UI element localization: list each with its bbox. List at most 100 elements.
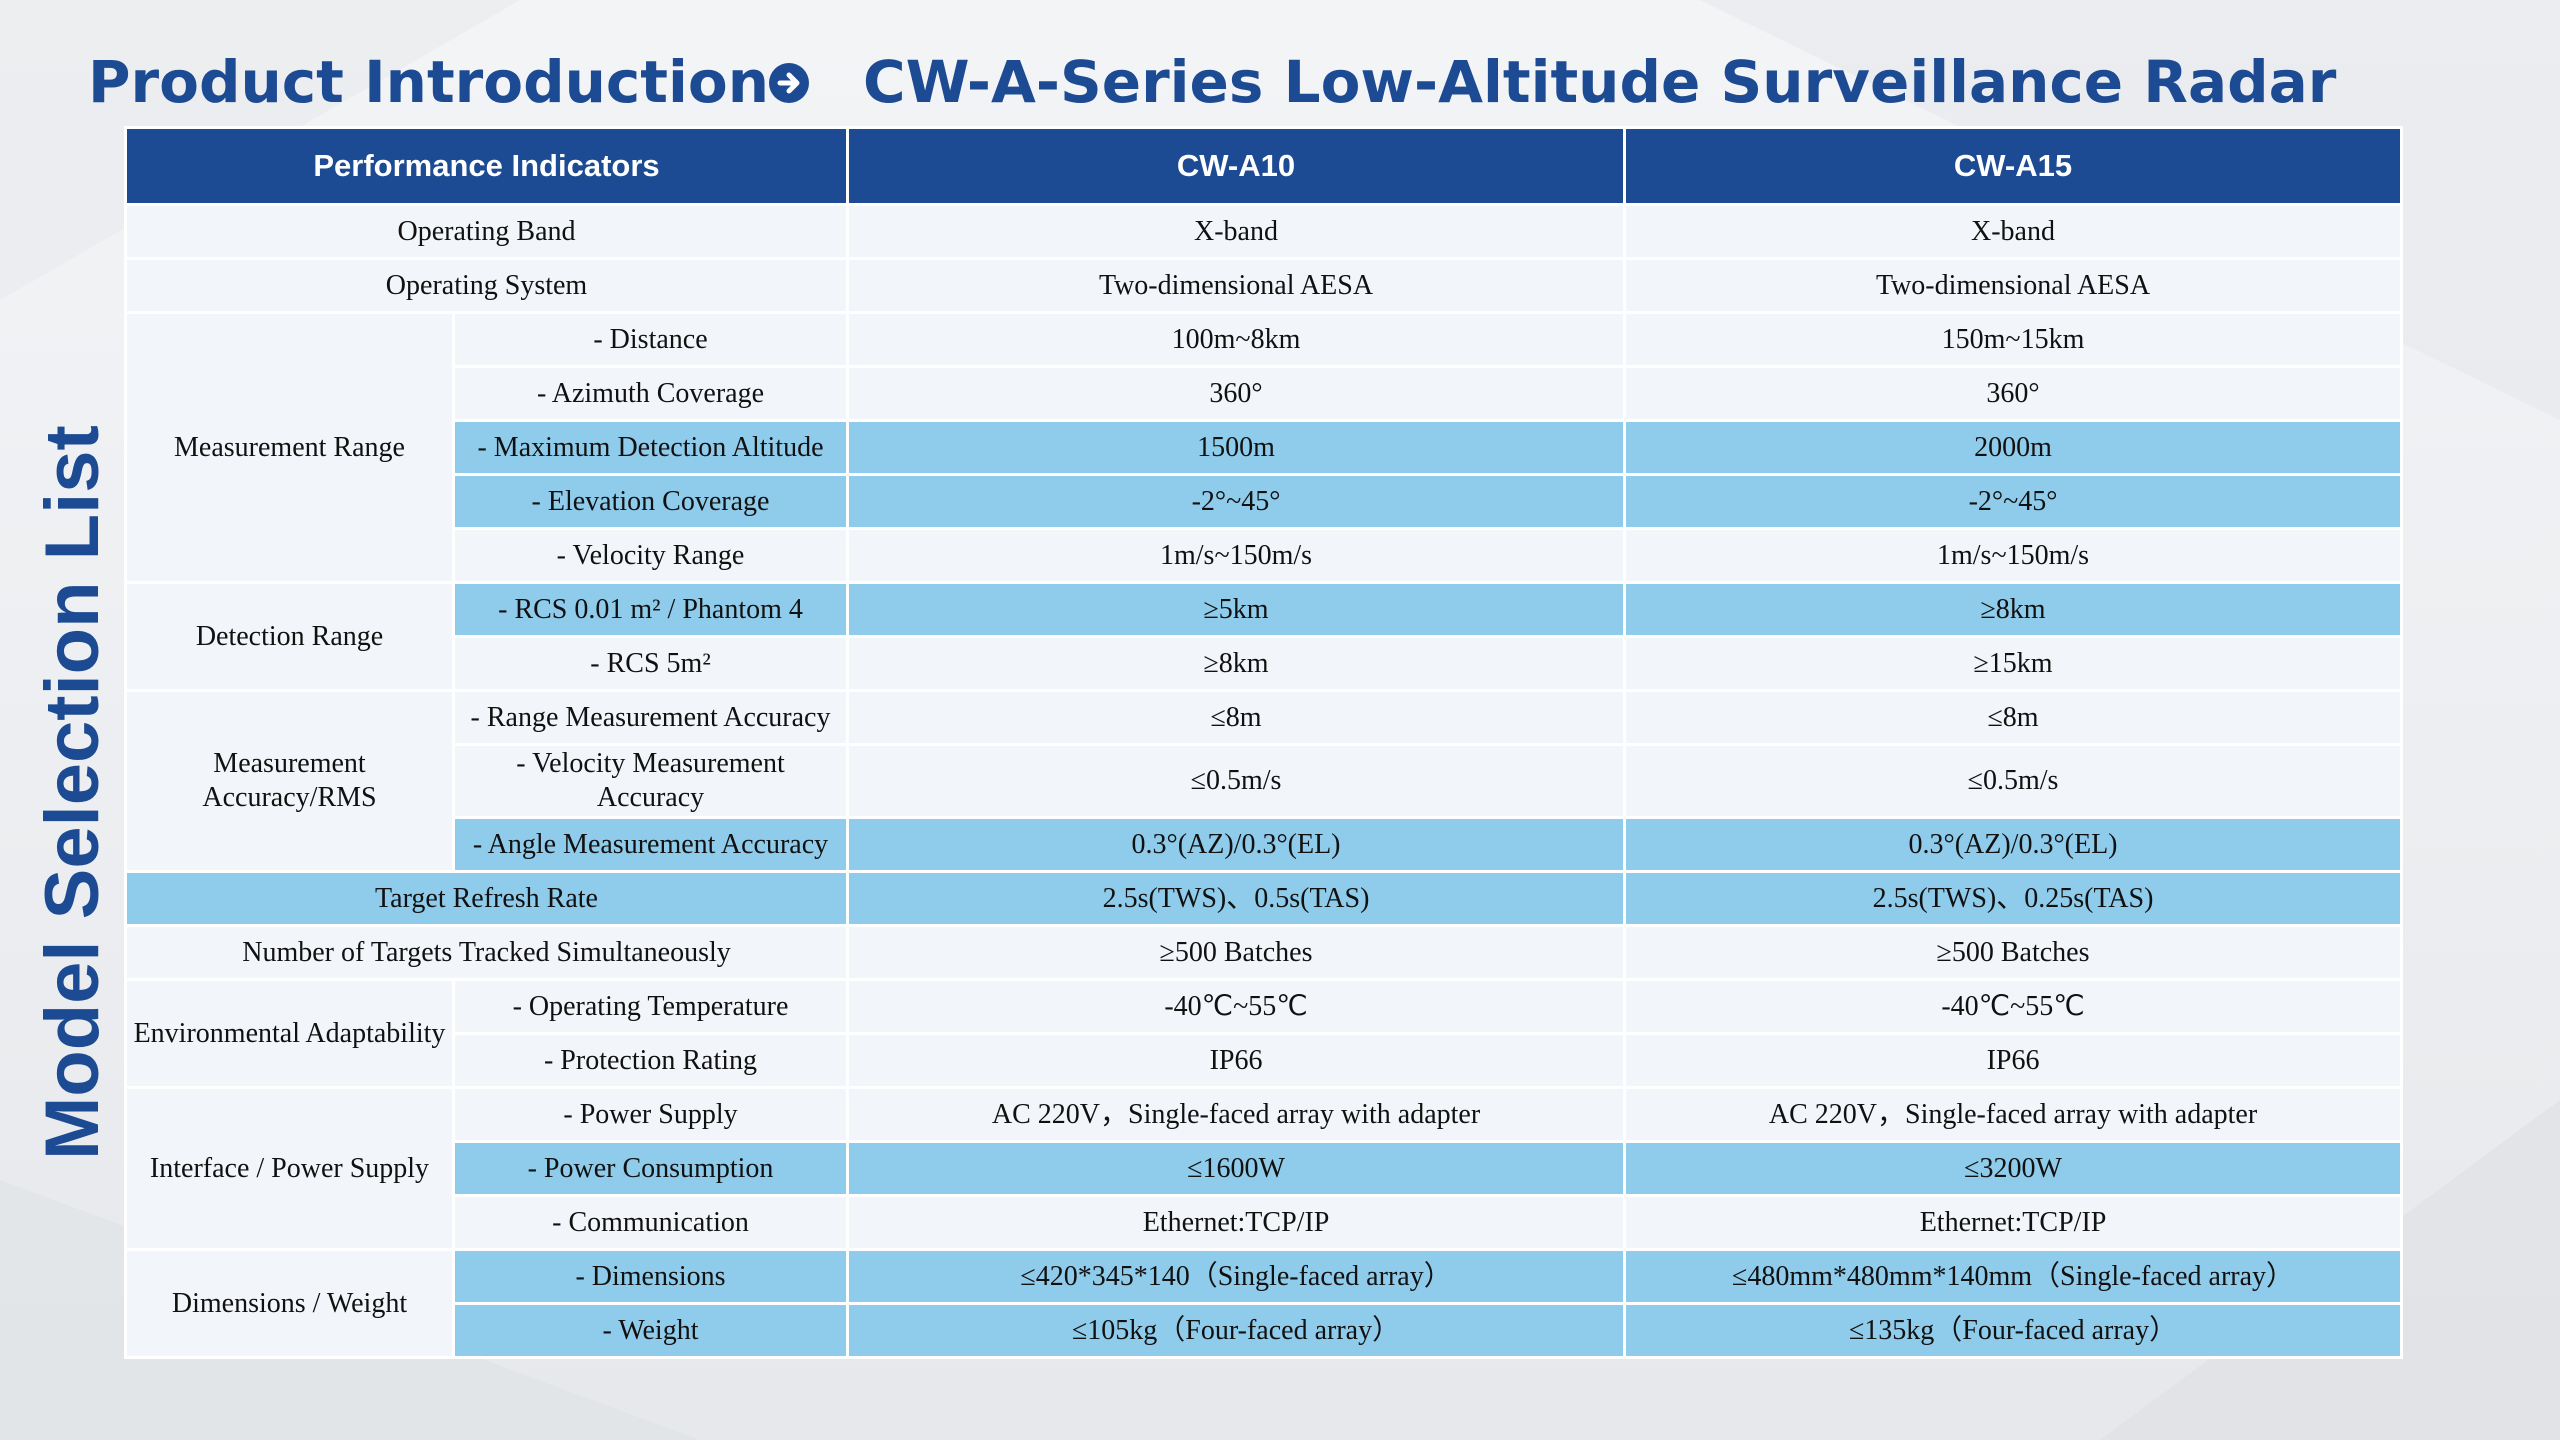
cell-a10: ≤420*345*140（Single-faced array）	[846, 1248, 1627, 1305]
cell-a10: -40℃~55℃	[846, 978, 1627, 1035]
cell-a10: AC 220V，Single-faced array with adapter	[846, 1086, 1627, 1143]
group-label: Interface / Power Supply	[124, 1086, 455, 1251]
table-row: - Elevation Coverage -2°~45° -2°~45°	[126, 473, 2404, 530]
table-row: Operating Band X-band X-band	[123, 203, 2404, 260]
cell-a10: ≥5km	[846, 581, 1627, 638]
cell-a15: AC 220V，Single-faced array with adapter	[1623, 1086, 2404, 1143]
row-label: - Elevation Coverage	[451, 473, 850, 530]
row-label: - RCS 0.01 m² / Phantom 4	[451, 581, 850, 638]
cell-a15: 1m/s~150m/s	[1623, 527, 2404, 584]
table-row: Measurement Accuracy/RMS - Range Measure…	[124, 689, 2404, 873]
cell-a10: 1m/s~150m/s	[846, 527, 1627, 584]
cell-a10: ≤8m	[846, 689, 1627, 746]
page-header: Product Introduction CW-A-Series Low-Alt…	[88, 44, 2488, 120]
row-label: - Operating Temperature	[451, 978, 850, 1035]
cell-a15: ≥15km	[1623, 635, 2404, 692]
row-label: - Dimensions	[451, 1248, 850, 1305]
cell-a15: ≤8m	[1623, 689, 2404, 746]
side-title: Model Selection List	[30, 425, 115, 1160]
page-title: Product Introduction	[88, 48, 770, 116]
row-label: - Protection Rating	[451, 1032, 850, 1089]
table-row: - Velocity Range 1m/s~150m/s 1m/s~150m/s	[126, 527, 2404, 584]
row-label: - Angle Measurement Accuracy	[451, 816, 850, 873]
row-label: - Distance	[451, 311, 850, 368]
table-row: - Velocity Measurement Accuracy ≤0.5m/s …	[126, 743, 2404, 819]
table-row: - RCS 5m² ≥8km ≥15km	[126, 635, 2404, 692]
cell-a15: -2°~45°	[1623, 473, 2404, 530]
group-label: Environmental Adaptability	[124, 978, 455, 1089]
row-label: Operating Band	[123, 203, 850, 260]
cell-a15: 0.3°(AZ)/0.3°(EL)	[1623, 816, 2404, 873]
table-row: - Maximum Detection Altitude 1500m 2000m	[126, 419, 2404, 476]
table-row: Environmental Adaptability - Operating T…	[124, 978, 2404, 1089]
cell-a15: ≤3200W	[1623, 1140, 2404, 1197]
header-performance-indicators: Performance Indicators	[123, 126, 850, 206]
cell-a10: X-band	[846, 203, 1627, 260]
table-row: Target Refresh Rate 2.5s(TWS)、0.5s(TAS) …	[123, 870, 2404, 927]
cell-a10: Two-dimensional AESA	[846, 257, 1627, 314]
cell-a15: ≤0.5m/s	[1623, 743, 2404, 819]
row-label: - Communication	[451, 1194, 850, 1251]
cell-a15: Ethernet:TCP/IP	[1623, 1194, 2404, 1251]
cell-a10: 2.5s(TWS)、0.5s(TAS)	[846, 870, 1627, 927]
product-series-title: CW-A-Series Low-Altitude Surveillance Ra…	[863, 48, 2337, 116]
table-row: Number of Targets Tracked Simultaneously…	[123, 924, 2404, 981]
row-label: Operating System	[123, 257, 850, 314]
cell-a15: ≤135kg（Four-faced array）	[1623, 1302, 2404, 1359]
spec-table: Performance Indicators CW-A10 CW-A15 Ope…	[123, 126, 2404, 1359]
cell-a15: 150m~15km	[1623, 311, 2404, 368]
row-label: - Power Consumption	[451, 1140, 850, 1197]
table-row: Detection Range - RCS 0.01 m² / Phantom …	[124, 581, 2404, 692]
group-label: Detection Range	[124, 581, 455, 692]
row-label: - Weight	[451, 1302, 850, 1359]
cell-a10: 0.3°(AZ)/0.3°(EL)	[846, 816, 1627, 873]
row-label: - Azimuth Coverage	[451, 365, 850, 422]
cell-a10: 360°	[846, 365, 1627, 422]
row-label: - Maximum Detection Altitude	[451, 419, 850, 476]
table-row: Dimensions / Weight - Dimensions ≤420*34…	[124, 1248, 2404, 1359]
group-label: Dimensions / Weight	[124, 1248, 455, 1359]
table-row: Interface / Power Supply - Power Supply …	[124, 1086, 2404, 1251]
group-label: Measurement Range	[124, 311, 455, 584]
row-label: Number of Targets Tracked Simultaneously	[123, 924, 850, 981]
group-label: Measurement Accuracy/RMS	[124, 689, 455, 873]
cell-a10: -2°~45°	[846, 473, 1627, 530]
arrow-right-circle-icon	[769, 63, 809, 103]
table-row: - Power Consumption ≤1600W ≤3200W	[126, 1140, 2404, 1197]
cell-a15: Two-dimensional AESA	[1623, 257, 2404, 314]
cell-a15: IP66	[1623, 1032, 2404, 1089]
row-label: - Velocity Measurement Accuracy	[451, 743, 850, 819]
table-row: Operating System Two-dimensional AESA Tw…	[123, 257, 2404, 314]
row-label: - Power Supply	[451, 1086, 850, 1143]
cell-a10: ≤0.5m/s	[846, 743, 1627, 819]
header-cw-a10: CW-A10	[846, 126, 1627, 206]
cell-a10: ≥500 Batches	[846, 924, 1627, 981]
table-row: - Azimuth Coverage 360° 360°	[126, 365, 2404, 422]
table-row: - Communication Ethernet:TCP/IP Ethernet…	[126, 1194, 2404, 1251]
cell-a15: ≤480mm*480mm*140mm（Single-faced array）	[1623, 1248, 2404, 1305]
cell-a10: Ethernet:TCP/IP	[846, 1194, 1627, 1251]
table-row: - Protection Rating IP66 IP66	[126, 1032, 2404, 1089]
table-row: - Weight ≤105kg（Four-faced array） ≤135kg…	[126, 1302, 2404, 1359]
row-label: - Range Measurement Accuracy	[451, 689, 850, 746]
cell-a10: 100m~8km	[846, 311, 1627, 368]
cell-a10: ≥8km	[846, 635, 1627, 692]
row-label: Target Refresh Rate	[123, 870, 850, 927]
header-cw-a15: CW-A15	[1623, 126, 2404, 206]
cell-a10: ≤1600W	[846, 1140, 1627, 1197]
cell-a15: ≥500 Batches	[1623, 924, 2404, 981]
cell-a15: 2000m	[1623, 419, 2404, 476]
row-label: - Velocity Range	[451, 527, 850, 584]
cell-a10: IP66	[846, 1032, 1627, 1089]
table-header-row: Performance Indicators CW-A10 CW-A15	[123, 126, 2404, 206]
table-row: - Angle Measurement Accuracy 0.3°(AZ)/0.…	[126, 816, 2404, 873]
row-label: - RCS 5m²	[451, 635, 850, 692]
cell-a15: 2.5s(TWS)、0.25s(TAS)	[1623, 870, 2404, 927]
cell-a15: X-band	[1623, 203, 2404, 260]
cell-a10: 1500m	[846, 419, 1627, 476]
cell-a15: ≥8km	[1623, 581, 2404, 638]
cell-a15: 360°	[1623, 365, 2404, 422]
cell-a15: -40℃~55℃	[1623, 978, 2404, 1035]
cell-a10: ≤105kg（Four-faced array）	[846, 1302, 1627, 1359]
table-row: Measurement Range - Distance 100m~8km 15…	[124, 311, 2404, 584]
